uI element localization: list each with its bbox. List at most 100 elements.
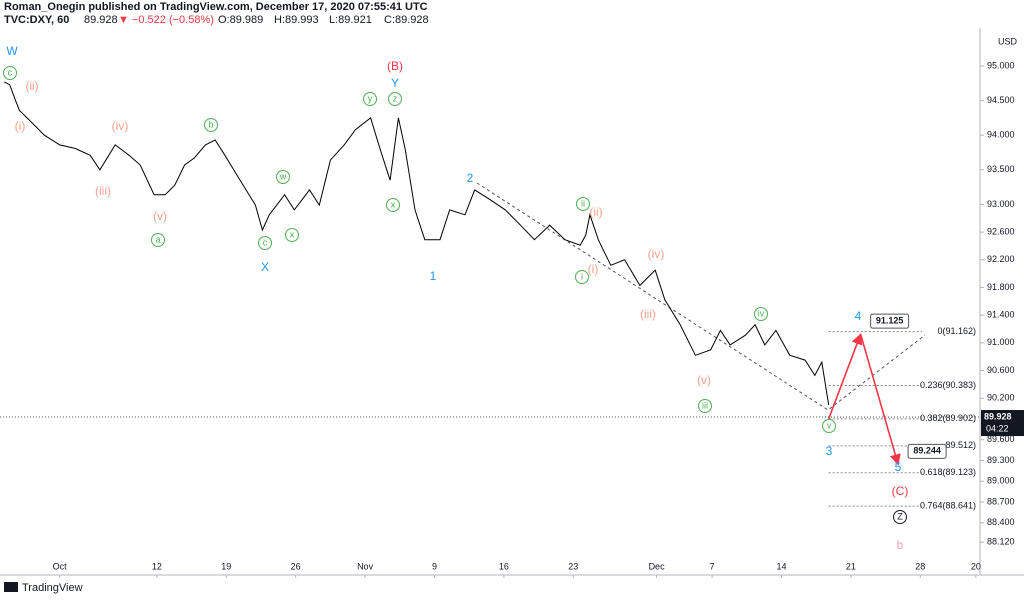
value-label: 89.244 bbox=[913, 446, 941, 456]
wave-label: b bbox=[897, 538, 904, 552]
fib-label: 0.382(89.902) bbox=[920, 413, 976, 423]
y-tick-label: 93.500 bbox=[987, 164, 1015, 174]
y-tick-label: 91.000 bbox=[987, 337, 1015, 347]
last-price-label: 89.928 bbox=[984, 411, 1012, 421]
x-tick-label: 21 bbox=[846, 561, 856, 571]
wave-label: (B) bbox=[387, 59, 403, 73]
x-tick-label: 12 bbox=[152, 561, 162, 571]
last: 89.928 bbox=[84, 14, 118, 26]
wave-circle bbox=[276, 170, 290, 184]
x-tick-label: 19 bbox=[221, 561, 231, 571]
projection-leg bbox=[827, 333, 863, 420]
wave-label: (iv) bbox=[648, 247, 665, 261]
wave-circle bbox=[388, 92, 402, 106]
wave-label: w bbox=[279, 171, 287, 181]
y-tick-label: 88.120 bbox=[987, 537, 1015, 547]
y-tick-label: 89.000 bbox=[987, 476, 1015, 486]
wave-label: iv bbox=[758, 308, 765, 318]
fib-label: 89.512) bbox=[945, 440, 976, 450]
wave-label: (iv) bbox=[112, 119, 129, 133]
wave-label: 2 bbox=[467, 171, 474, 185]
wave-label: v bbox=[827, 420, 832, 430]
change: ▼ −0.522 (−0.58%) bbox=[118, 14, 214, 26]
wave-label: (v) bbox=[697, 373, 711, 387]
value-label-box bbox=[870, 313, 910, 329]
x-tick-label: 14 bbox=[776, 561, 786, 571]
wave-label: (C) bbox=[892, 484, 909, 498]
wave-circle bbox=[386, 198, 400, 212]
x-tick-label: 9 bbox=[432, 561, 437, 571]
wave-label: x bbox=[290, 229, 295, 239]
fib-label: 0(91.162) bbox=[937, 326, 976, 336]
x-tick-label: 23 bbox=[568, 561, 578, 571]
price-line bbox=[3, 81, 830, 406]
x-tick-label: 26 bbox=[291, 561, 301, 571]
wave-label: i bbox=[581, 271, 583, 281]
y-tick-label: 89.600 bbox=[987, 434, 1015, 444]
wave-circle bbox=[363, 92, 377, 106]
wave-label: a bbox=[155, 234, 160, 244]
wave-label: Z bbox=[897, 511, 903, 521]
fib-label: 0.618(89.123) bbox=[920, 467, 976, 477]
wave-circle bbox=[698, 399, 712, 413]
y-tick-label: 90.600 bbox=[987, 365, 1015, 375]
fib-label: 0.236(90.383) bbox=[920, 380, 976, 390]
footer: TradingView bbox=[22, 582, 83, 594]
close: C:89.928 bbox=[384, 14, 429, 26]
wave-label: 5 bbox=[895, 460, 902, 474]
wave-label: (i) bbox=[15, 119, 26, 133]
x-tick-label: 20 bbox=[971, 561, 981, 571]
wave-label: y bbox=[368, 93, 373, 103]
wave-label: 4 bbox=[855, 309, 862, 323]
wave-circle bbox=[754, 307, 768, 321]
low: L:89.921 bbox=[329, 14, 372, 26]
symbol: TVC:DXY, 60 bbox=[4, 14, 69, 26]
y-tick-label: 90.200 bbox=[987, 393, 1015, 403]
publisher: Roman_Onegin published on TradingView.co… bbox=[4, 1, 428, 13]
x-tick-label: Nov bbox=[357, 561, 374, 571]
trend-channel bbox=[476, 182, 926, 411]
wave-label: (i) bbox=[588, 262, 599, 276]
y-tick-label: 91.400 bbox=[987, 310, 1015, 320]
wave-label: (iii) bbox=[640, 307, 656, 321]
open: O:89.989 bbox=[218, 14, 263, 26]
value-label: 91.125 bbox=[876, 316, 904, 326]
wave-label: Y bbox=[391, 76, 399, 90]
y-tick-label: 92.200 bbox=[987, 254, 1015, 264]
wave-label: X bbox=[261, 260, 269, 274]
wave-label: b bbox=[208, 119, 213, 129]
wave-label: c bbox=[8, 67, 13, 77]
countdown: 04:22 bbox=[986, 423, 1009, 433]
wave-label: (iii) bbox=[95, 184, 111, 198]
wave-label: iii bbox=[702, 400, 708, 410]
wave-circle bbox=[3, 66, 17, 80]
y-tick-label: 94.500 bbox=[987, 95, 1015, 105]
y-tick-label: 95.000 bbox=[987, 60, 1015, 70]
wave-label: (ii) bbox=[25, 79, 38, 93]
y-tick-label: 89.300 bbox=[987, 455, 1015, 465]
wave-circle bbox=[576, 197, 590, 211]
projection-leg bbox=[859, 333, 901, 466]
wave-label: x bbox=[391, 199, 396, 209]
wave-label: (v) bbox=[153, 209, 167, 223]
wave-label: c bbox=[263, 237, 268, 247]
y-tick-label: 88.700 bbox=[987, 496, 1015, 506]
x-tick-label: 7 bbox=[710, 561, 715, 571]
wave-label: z bbox=[393, 93, 398, 103]
y-tick-label: 93.000 bbox=[987, 199, 1015, 209]
wave-circle bbox=[893, 510, 907, 524]
last-price-badge bbox=[981, 410, 1024, 437]
y-tick-label: 94.000 bbox=[987, 130, 1015, 140]
wave-label: 1 bbox=[430, 269, 437, 283]
x-tick-label: Dec bbox=[649, 561, 666, 571]
fib-label: 0.764(88.641) bbox=[920, 500, 976, 510]
x-tick-label: 16 bbox=[499, 561, 509, 571]
wave-circle bbox=[575, 270, 589, 284]
wave-circle bbox=[151, 233, 165, 247]
y-tick-label: 91.800 bbox=[987, 282, 1015, 292]
wave-label: ii bbox=[581, 198, 585, 208]
wave-label: 3 bbox=[826, 444, 833, 458]
x-tick-label: 28 bbox=[915, 561, 925, 571]
y-tick-label: 88.400 bbox=[987, 517, 1015, 527]
